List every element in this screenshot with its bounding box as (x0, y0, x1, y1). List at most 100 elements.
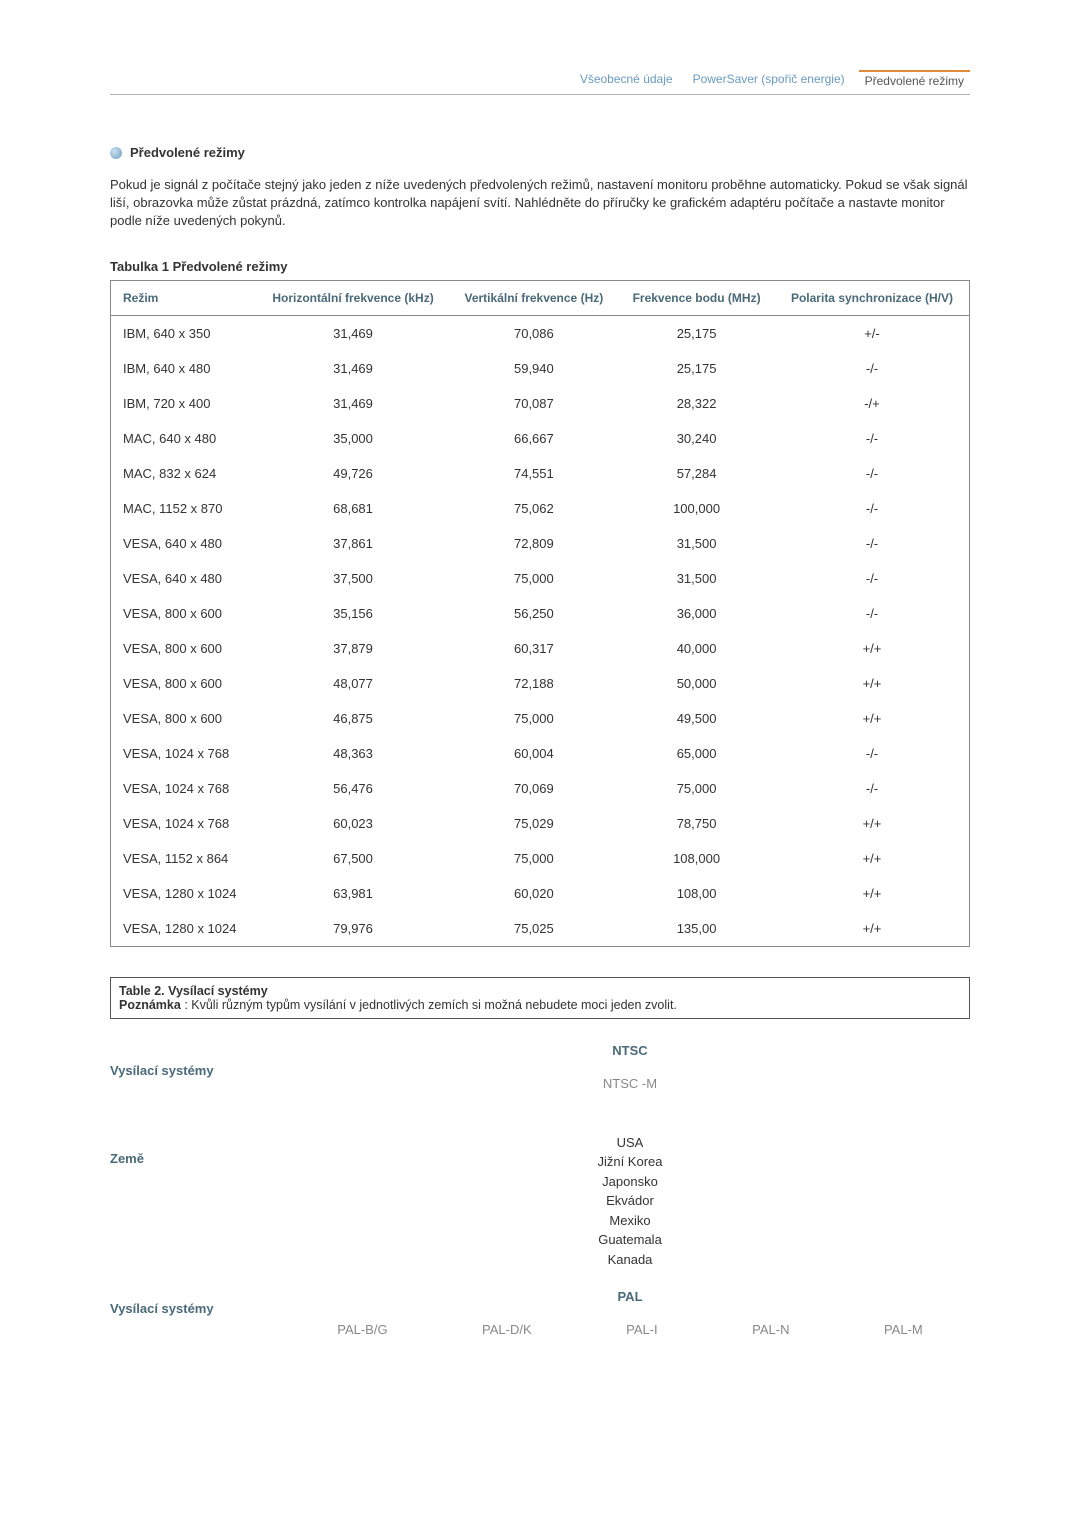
broadcast-ntsc-countries: Země USAJižní KoreaJaponskoEkvádorMexiko… (110, 1115, 970, 1270)
tab-preset-modes[interactable]: Předvolené režimy (859, 70, 970, 90)
bullet-icon (110, 147, 122, 159)
cell-hfreq: 63,981 (256, 876, 449, 911)
cell-vfreq: 75,000 (450, 561, 619, 596)
cell-polarity: +/+ (775, 911, 970, 947)
cell-mode: IBM, 720 x 400 (111, 386, 257, 421)
table-row: IBM, 640 x 48031,46959,94025,175-/- (111, 351, 970, 386)
cell-polarity: -/- (775, 491, 970, 526)
cell-vfreq: 70,069 (450, 771, 619, 806)
cell-mode: MAC, 640 x 480 (111, 421, 257, 456)
cell-mode: VESA, 640 x 480 (111, 526, 257, 561)
cell-polarity: -/+ (775, 386, 970, 421)
note-text: : Kvůli různým typům vysílání v jednotli… (181, 998, 677, 1012)
table-row: VESA, 1280 x 102479,97675,025135,00+/+ (111, 911, 970, 947)
cell-polarity: -/- (775, 526, 970, 561)
cell-vfreq: 56,250 (450, 596, 619, 631)
col-vfreq: Vertikální frekvence (Hz) (450, 280, 619, 315)
table-row: VESA, 800 x 60035,15656,25036,000-/- (111, 596, 970, 631)
cell-mode: VESA, 800 x 600 (111, 631, 257, 666)
col-pixclock: Frekvence bodu (MHz) (618, 280, 775, 315)
country-label: Země (110, 1115, 290, 1166)
table1-title: Tabulka 1 Předvolené režimy (110, 259, 970, 274)
table-row: MAC, 832 x 62449,72674,55157,284-/- (111, 456, 970, 491)
table-row: VESA, 800 x 60046,87575,00049,500+/+ (111, 701, 970, 736)
cell-pixclock: 40,000 (618, 631, 775, 666)
col-hfreq: Horizontální frekvence (kHz) (256, 280, 449, 315)
cell-mode: VESA, 800 x 600 (111, 596, 257, 631)
cell-vfreq: 60,317 (450, 631, 619, 666)
cell-vfreq: 74,551 (450, 456, 619, 491)
cell-pixclock: 75,000 (618, 771, 775, 806)
cell-pixclock: 100,000 (618, 491, 775, 526)
table-row: VESA, 1024 x 76860,02375,02978,750+/+ (111, 806, 970, 841)
cell-hfreq: 37,879 (256, 631, 449, 666)
cell-polarity: -/- (775, 771, 970, 806)
cell-pixclock: 31,500 (618, 561, 775, 596)
cell-polarity: +/- (775, 315, 970, 351)
cell-polarity: +/+ (775, 806, 970, 841)
cell-hfreq: 31,469 (256, 386, 449, 421)
cell-vfreq: 60,004 (450, 736, 619, 771)
cell-mode: VESA, 800 x 600 (111, 666, 257, 701)
cell-hfreq: 31,469 (256, 315, 449, 351)
cell-hfreq: 35,156 (256, 596, 449, 631)
col-polarity: Polarita synchronizace (H/V) (775, 280, 970, 315)
cell-vfreq: 70,086 (450, 315, 619, 351)
cell-mode: MAC, 832 x 624 (111, 456, 257, 491)
cell-vfreq: 75,062 (450, 491, 619, 526)
cell-mode: VESA, 1280 x 1024 (111, 911, 257, 947)
cell-mode: VESA, 1024 x 768 (111, 771, 257, 806)
cell-polarity: +/+ (775, 666, 970, 701)
cell-hfreq: 48,077 (256, 666, 449, 701)
cell-hfreq: 68,681 (256, 491, 449, 526)
cell-polarity: +/+ (775, 701, 970, 736)
cell-pixclock: 49,500 (618, 701, 775, 736)
cell-vfreq: 66,667 (450, 421, 619, 456)
cell-vfreq: 75,000 (450, 701, 619, 736)
pal-variants-row: PAL-B/GPAL-D/KPAL-IPAL-NPAL-M (290, 1322, 970, 1337)
cell-mode: VESA, 640 x 480 (111, 561, 257, 596)
table-row: VESA, 1280 x 102463,98160,020108,00+/+ (111, 876, 970, 911)
systems-label-pal: Vysílací systémy (110, 1289, 290, 1316)
cell-mode: MAC, 1152 x 870 (111, 491, 257, 526)
cell-mode: VESA, 1280 x 1024 (111, 876, 257, 911)
cell-polarity: +/+ (775, 631, 970, 666)
pal-variant: PAL-N (752, 1322, 789, 1337)
cell-pixclock: 25,175 (618, 351, 775, 386)
cell-vfreq: 75,025 (450, 911, 619, 947)
cell-polarity: +/+ (775, 841, 970, 876)
col-mode: Režim (111, 280, 257, 315)
cell-mode: VESA, 1152 x 864 (111, 841, 257, 876)
cell-mode: VESA, 800 x 600 (111, 701, 257, 736)
cell-vfreq: 72,188 (450, 666, 619, 701)
cell-vfreq: 72,809 (450, 526, 619, 561)
preset-modes-table: Režim Horizontální frekvence (kHz) Verti… (110, 280, 970, 947)
cell-hfreq: 37,861 (256, 526, 449, 561)
cell-hfreq: 79,976 (256, 911, 449, 947)
tab-powersaver[interactable]: PowerSaver (spořič energie) (687, 70, 851, 90)
table-row: VESA, 800 x 60048,07772,18850,000+/+ (111, 666, 970, 701)
section-title: Předvolené režimy (130, 145, 245, 160)
cell-mode: VESA, 1024 x 768 (111, 736, 257, 771)
cell-polarity: -/- (775, 456, 970, 491)
table-header-row: Režim Horizontální frekvence (kHz) Verti… (111, 280, 970, 315)
pal-variant: PAL-M (884, 1322, 923, 1337)
tab-general[interactable]: Všeobecné údaje (574, 70, 679, 90)
cell-polarity: -/- (775, 351, 970, 386)
cell-pixclock: 30,240 (618, 421, 775, 456)
broadcast-pal-section: Vysílací systémy PAL PAL-B/GPAL-D/KPAL-I… (110, 1289, 970, 1337)
cell-hfreq: 67,500 (256, 841, 449, 876)
cell-hfreq: 49,726 (256, 456, 449, 491)
cell-hfreq: 56,476 (256, 771, 449, 806)
cell-hfreq: 48,363 (256, 736, 449, 771)
cell-polarity: +/+ (775, 876, 970, 911)
cell-pixclock: 28,322 (618, 386, 775, 421)
ntsc-country-list: USAJižní KoreaJaponskoEkvádorMexikoGuate… (290, 1133, 970, 1270)
cell-pixclock: 25,175 (618, 315, 775, 351)
cell-pixclock: 108,00 (618, 876, 775, 911)
section-header: Předvolené režimy (110, 145, 970, 160)
table2-note-box: Table 2. Vysílací systémy Poznámka : Kvů… (110, 977, 970, 1019)
table-row: VESA, 800 x 60037,87960,31740,000+/+ (111, 631, 970, 666)
cell-pixclock: 65,000 (618, 736, 775, 771)
cell-polarity: -/- (775, 596, 970, 631)
